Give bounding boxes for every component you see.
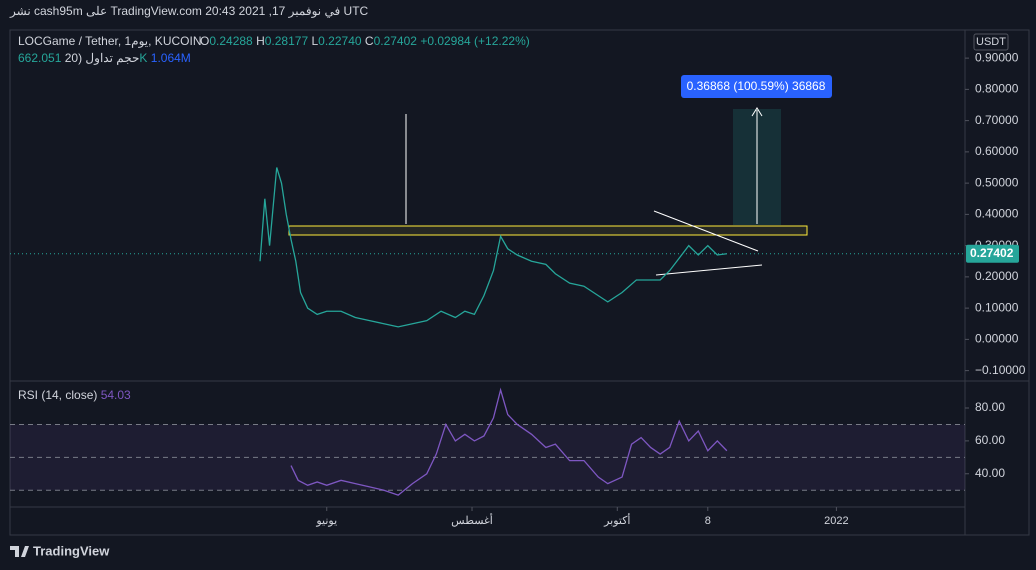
y-tick-label: 0.10000 bbox=[975, 300, 1019, 314]
volume-ma: 1.064M bbox=[151, 51, 191, 65]
last-price-label: 0.27402 bbox=[970, 246, 1014, 260]
y-tick-label: 0.60000 bbox=[975, 144, 1019, 158]
symbol: LOCGame / Tether, 1يوم, KUCOIN bbox=[18, 34, 201, 48]
c-label: C bbox=[365, 34, 374, 48]
h-label: H bbox=[256, 34, 265, 48]
y-tick-label: 0.70000 bbox=[975, 113, 1019, 127]
y-tick-label: 0.00000 bbox=[975, 332, 1019, 346]
currency-badge[interactable] bbox=[973, 33, 1009, 51]
change: +0.02984 (+12.22%) bbox=[420, 34, 529, 48]
chart-frame bbox=[9, 29, 1030, 536]
published-line: نشر cash95m على TradingView.com في نوفمب… bbox=[9, 4, 369, 18]
tv-logo bbox=[10, 546, 29, 557]
l-label: L bbox=[311, 34, 318, 48]
y-tick-label: 0.40000 bbox=[975, 207, 1019, 221]
x-tick-label: أكتوبر bbox=[603, 513, 630, 527]
series-line bbox=[290, 387, 728, 496]
l-value: 0.22740 bbox=[318, 34, 362, 48]
y-tick-label: 60.00 bbox=[975, 433, 1005, 447]
series-line bbox=[259, 167, 727, 328]
footer-brand: TradingView bbox=[33, 543, 110, 558]
zone-rectangle bbox=[288, 225, 808, 236]
h-value: 0.28177 bbox=[265, 34, 309, 48]
trendline bbox=[655, 264, 763, 276]
trendline bbox=[653, 210, 759, 252]
c-value: 0.27402 bbox=[374, 34, 418, 48]
x-tick-label: يونيو bbox=[315, 515, 337, 527]
y-tick-label: 0.90000 bbox=[975, 50, 1019, 64]
rsi-legend: RSI (14, close) 54.03 bbox=[18, 388, 131, 402]
volume-name: حجم تداول (20 bbox=[65, 51, 140, 65]
y-tick-label: −0.10000 bbox=[975, 363, 1026, 377]
x-tick-label: 8 bbox=[705, 515, 711, 527]
y-tick-label: 0.20000 bbox=[975, 269, 1019, 283]
y-tick-label: 40.00 bbox=[975, 466, 1005, 480]
volume-legend: حجم تداول (20 662.051K 1.064M bbox=[18, 51, 191, 65]
y-tick-label: 80.00 bbox=[975, 400, 1005, 414]
rsi-title: RSI (14, close) bbox=[18, 388, 97, 402]
x-tick-label: 2022 bbox=[824, 515, 848, 527]
measure-box bbox=[681, 75, 832, 98]
y-tick-label: 0.80000 bbox=[975, 82, 1019, 96]
measure-label: 0.36868 (100.59%) 36868 bbox=[687, 79, 826, 93]
rsi-value: 54.03 bbox=[101, 388, 131, 402]
y-tick-label: 0.50000 bbox=[975, 175, 1019, 189]
last-price-badge bbox=[966, 244, 1019, 263]
currency[interactable]: USDT bbox=[976, 36, 1006, 48]
ohlc: O0.24288 H0.28177 L0.22740 C0.27402 +0.0… bbox=[200, 34, 530, 48]
measure-arrowhead bbox=[751, 107, 763, 117]
x-tick-label: أغسطس bbox=[451, 513, 493, 527]
o-value: 0.24288 bbox=[209, 34, 253, 48]
o-label: O bbox=[200, 34, 209, 48]
